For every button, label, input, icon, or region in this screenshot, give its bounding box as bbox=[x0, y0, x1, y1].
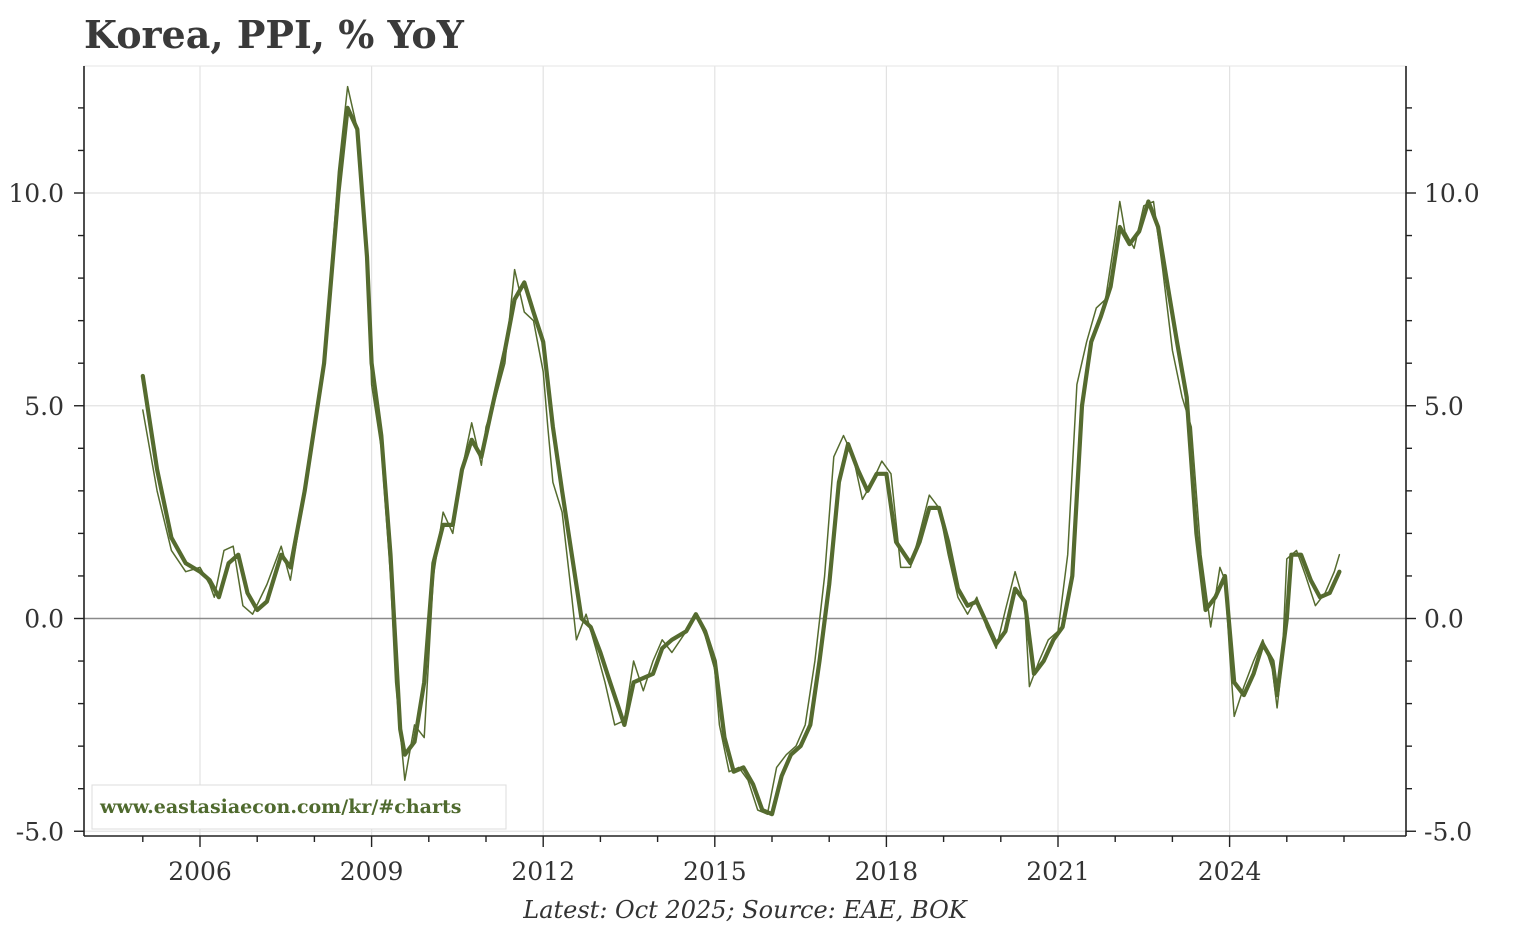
y-tick-label-right: 5.0 bbox=[1424, 392, 1464, 421]
chart-title: Korea, PPI, % YoY bbox=[84, 12, 465, 57]
y-tick-label-right: -5.0 bbox=[1424, 817, 1472, 846]
x-tick-label: 2012 bbox=[511, 857, 575, 886]
watermark-box bbox=[91, 784, 507, 830]
y-tick-label-left: 5.0 bbox=[24, 392, 64, 421]
x-tick-label: 2015 bbox=[683, 857, 747, 886]
y-tick-label-left: -5.0 bbox=[16, 817, 64, 846]
watermark-text: www.eastasiaecon.com/kr/#charts bbox=[99, 796, 461, 818]
source-note: Latest: Oct 2025; Source: EAE, BOK bbox=[522, 896, 969, 924]
series-line-thick bbox=[140, 105, 1342, 817]
y-tick-label-left: 10.0 bbox=[8, 179, 64, 208]
axes bbox=[74, 65, 1416, 847]
x-tick-label: 2006 bbox=[168, 857, 232, 886]
y-tick-label-right: 10.0 bbox=[1424, 179, 1480, 208]
tick-labels: 2006 2009 2012 2015 2018 2021 2024 -5.0 -5.0 0.0 0… bbox=[8, 179, 1479, 886]
x-tick-label: 2021 bbox=[1026, 857, 1090, 886]
watermark: www.eastasiaecon.com/kr/#charts bbox=[91, 784, 507, 830]
x-tick-label: 2024 bbox=[1198, 857, 1262, 886]
x-tick-label: 2018 bbox=[855, 857, 919, 886]
series-layer bbox=[140, 85, 1342, 817]
y-tick-label-right: 0.0 bbox=[1424, 605, 1464, 634]
x-tick-label: 2009 bbox=[340, 857, 404, 886]
y-tick-label-left: 0.0 bbox=[24, 605, 64, 634]
